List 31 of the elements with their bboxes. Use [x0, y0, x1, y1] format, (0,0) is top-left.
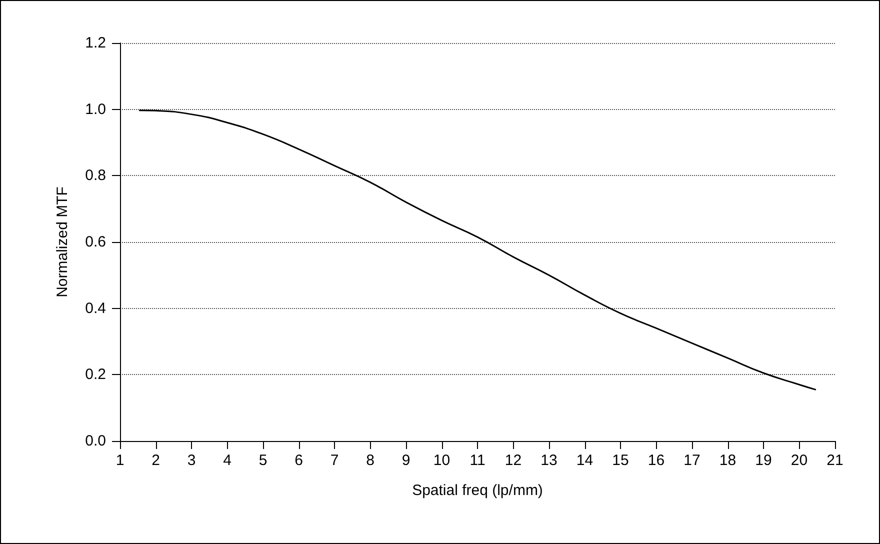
x-tick-label: 15: [612, 452, 629, 469]
x-tick-label: 14: [576, 452, 594, 469]
y-tick-label: 1.2: [85, 34, 106, 52]
x-tick-label: 3: [187, 452, 196, 469]
x-tick-label: 1: [116, 452, 124, 469]
x-tick-label: 13: [540, 452, 558, 469]
x-tick-label: 17: [684, 452, 700, 469]
x-tick-label: 18: [719, 452, 736, 469]
y-tick-label: 0.6: [85, 234, 106, 250]
y-axis-title: Normalized MTF: [54, 186, 71, 298]
y-tick-label: 0.2: [85, 366, 106, 384]
y-tick-label: 0.4: [85, 300, 106, 317]
x-tick-label: 16: [648, 452, 665, 469]
line-series: [138, 110, 816, 390]
x-tick-label: 21: [826, 452, 844, 469]
x-tick-label: 12: [504, 452, 522, 469]
y-tick-label: 1.0: [85, 100, 106, 118]
x-tick-label: 10: [433, 452, 450, 469]
y-tick-label: 0.8: [85, 167, 106, 184]
x-tick-label: 19: [755, 452, 772, 469]
x-tick-label: 9: [402, 452, 410, 469]
x-tick-label: 8: [366, 452, 374, 469]
x-tick-label: 2: [152, 452, 160, 469]
x-tick-label: 5: [258, 452, 268, 469]
x-tick-label: 4: [223, 452, 232, 469]
x-tick-label: 20: [790, 452, 808, 469]
x-tick-label: 7: [330, 452, 339, 469]
x-tick-label: 11: [470, 452, 486, 469]
y-tick-label: 0.0: [85, 432, 106, 450]
x-axis-title: Spatial freq (lp/mm): [412, 482, 543, 499]
x-tick-label: 6: [294, 452, 303, 469]
